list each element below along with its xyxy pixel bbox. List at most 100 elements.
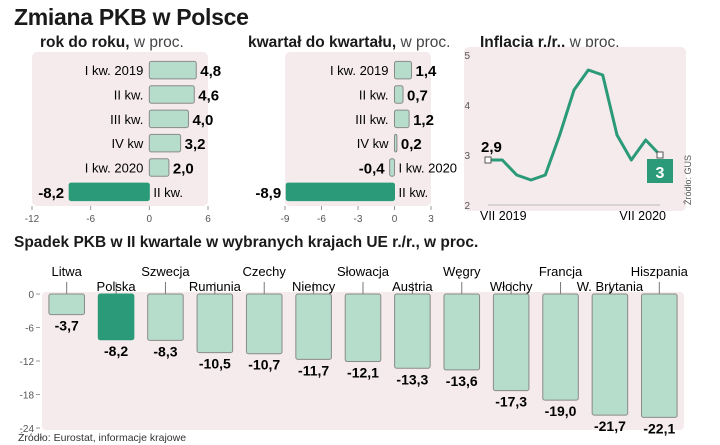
chart4-bar xyxy=(641,293,678,418)
chart4-category-label: Włochy xyxy=(490,279,533,294)
chart1-subtitle-light: w proc. xyxy=(133,34,184,51)
chart4-value-label: -11,7 xyxy=(298,362,329,378)
chart2-bar xyxy=(394,85,404,104)
chart2-subtitle-bold: kwartał do kwartału, xyxy=(248,34,397,51)
chart2-tick-label: 0 xyxy=(392,214,398,225)
chart4-category-label: Polska xyxy=(97,279,137,294)
chart4-value-label: -21,7 xyxy=(594,418,626,434)
chart4-category-label: Hiszpania xyxy=(631,264,689,279)
chart3-subtitle-light: w proc. xyxy=(569,34,620,51)
chart3-end-marker xyxy=(656,151,664,159)
chart1-tick-label: -12 xyxy=(25,214,40,225)
chart2-subtitle-light: w proc. xyxy=(400,34,451,51)
chart4-category-label: W. Brytania xyxy=(577,279,644,294)
chart1-category-label: III kw. xyxy=(110,112,143,127)
chart2-category-label: II kw. xyxy=(359,88,389,103)
chart1-subtitle: rok do roku, w proc. xyxy=(40,34,184,52)
chart3-x-label: VII 2019 xyxy=(480,209,527,223)
chart1-tick-label: -6 xyxy=(86,214,95,225)
chart4-tick-label: -12 xyxy=(20,357,35,368)
chart4-tick-label: -18 xyxy=(20,391,35,402)
chart1-value-label: -8,2 xyxy=(38,185,64,202)
source-note: Źródło: Eurostat, informacje krajowe xyxy=(18,432,187,444)
chart2-value-label: 0,7 xyxy=(407,88,428,105)
chart1-tick-label: 6 xyxy=(205,214,211,225)
chart2-tick-label: 3 xyxy=(428,214,434,225)
chart4-bar xyxy=(443,293,481,371)
chart4-bar xyxy=(394,293,431,369)
chart4-bar xyxy=(147,293,184,341)
chart4-category-label: Węgry xyxy=(443,264,481,279)
chart4-value-label: -3,7 xyxy=(55,318,79,334)
chart2-bar xyxy=(394,60,413,80)
chart4-category-label: Czechy xyxy=(243,264,287,279)
chart4-bar xyxy=(591,293,629,416)
chart1-category-label: I kw. 2019 xyxy=(85,63,144,78)
chart4-value-label: -19,0 xyxy=(545,403,577,419)
chart4-value-label: -8,2 xyxy=(104,343,128,359)
chart1-category-label: II kw. xyxy=(153,185,183,200)
chart1-tick-label: 0 xyxy=(147,214,153,225)
chart3-subtitle-bold: Inflacja r./r., xyxy=(480,34,566,51)
chart3-start-label: 2,9 xyxy=(481,139,502,156)
chart1-bar xyxy=(148,109,189,129)
chart1-bar xyxy=(68,182,150,202)
chart4-value-label: -10,7 xyxy=(248,357,280,373)
chart3-line xyxy=(488,68,662,182)
chart2-value-label: 0,2 xyxy=(401,136,422,153)
chart3-tick-label: 3 xyxy=(464,151,470,162)
chart4-category-label: Francja xyxy=(539,264,583,279)
chart1-bar xyxy=(148,60,197,80)
chart2-value-label: -0,4 xyxy=(359,161,386,178)
chart4-category-label: Słowacja xyxy=(337,264,390,279)
chart4-value-label: -10,5 xyxy=(199,356,231,372)
chart2-bar xyxy=(394,109,410,129)
chart3-end-label: 3 xyxy=(656,165,665,182)
chart4-category-label: Litwa xyxy=(52,264,83,279)
chart4-bar xyxy=(245,293,283,355)
chart4-value-label: -8,3 xyxy=(153,343,177,359)
chart4-bar xyxy=(196,293,234,354)
chart4-bar xyxy=(97,293,135,341)
chart2-subtitle: kwartał do kwartału, w proc. xyxy=(248,34,450,52)
chart2-tick-label: -3 xyxy=(354,214,363,225)
chart2-value-label: 1,4 xyxy=(416,63,438,80)
chart4-bar xyxy=(48,293,85,316)
chart1-value-label: 4,6 xyxy=(198,88,219,105)
chart2-tick-label: -9 xyxy=(281,214,290,225)
chart4-bar xyxy=(542,293,579,401)
chart4-tick-label: -24 xyxy=(20,424,35,435)
chart2-value-label: -8,9 xyxy=(255,185,281,202)
chart2-bar xyxy=(285,182,396,202)
chart4-value-label: -13,6 xyxy=(446,373,478,389)
chart3-end-label-box xyxy=(647,159,673,183)
chart3-x-label: VII 2020 xyxy=(619,209,666,223)
chart4-value-label: -17,3 xyxy=(495,394,527,410)
chart1-category-label: II kw. xyxy=(114,88,144,103)
bottom-chart-title: Spadek PKB w II kwartale w wybranych kra… xyxy=(14,234,479,251)
chart4-category-label: Szwecja xyxy=(141,264,190,279)
page-title: Zmiana PKB w Polsce xyxy=(14,4,249,30)
chart3-start-marker xyxy=(484,156,492,164)
chart2-category-label: I kw. 2020 xyxy=(399,161,458,176)
chart2-bar xyxy=(389,158,395,177)
chart3-tick-label: 5 xyxy=(464,51,470,62)
chart4-bar xyxy=(295,293,332,360)
chart4-category-label: Rumunia xyxy=(189,279,242,294)
chart4-bar xyxy=(492,293,530,392)
chart4-value-label: -13,3 xyxy=(396,371,428,387)
chart1-bar xyxy=(148,133,182,153)
chart2-bar xyxy=(394,133,398,153)
chart1-value-label: 4,0 xyxy=(192,112,213,129)
chart1-category-label: IV kw xyxy=(112,136,144,151)
chart4-bar xyxy=(344,293,382,363)
chart2-value-label: 1,2 xyxy=(413,112,434,129)
chart1-category-label: I kw. 2020 xyxy=(85,161,144,176)
chart1-subtitle-bold: rok do roku, xyxy=(40,34,130,51)
chart2-category-label: IV kw xyxy=(357,136,389,151)
chart3-subtitle: Inflacja r./r., w proc. xyxy=(480,34,620,52)
chart3-panel xyxy=(464,47,686,211)
chart1-value-label: 3,2 xyxy=(185,136,206,153)
chart1-bar xyxy=(148,85,195,104)
